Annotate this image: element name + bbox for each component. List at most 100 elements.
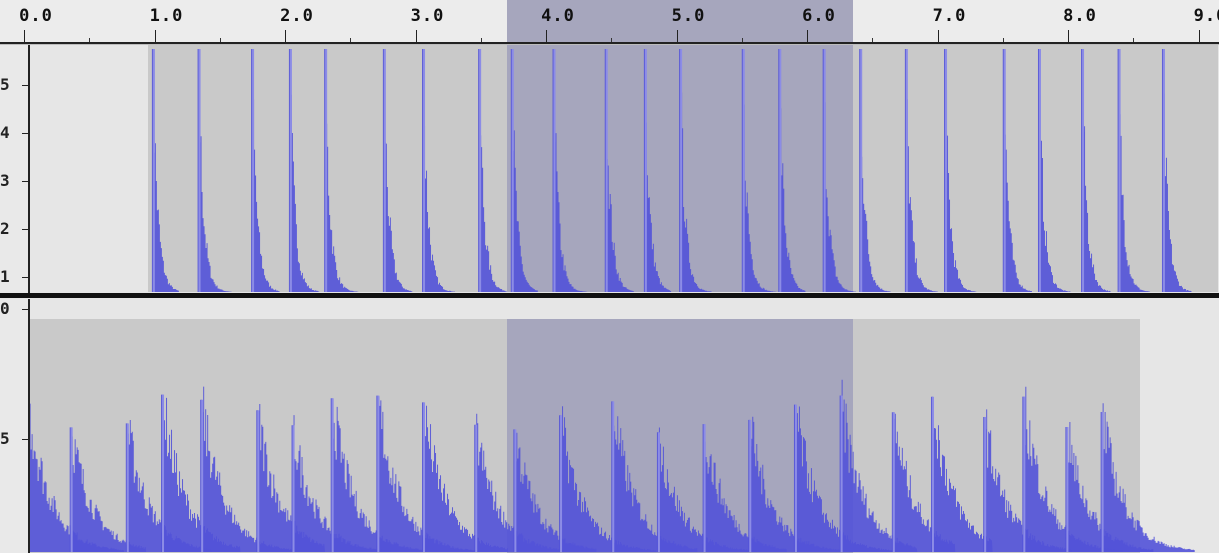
waveform-attack [1082, 49, 1085, 292]
waveform-attack [892, 412, 895, 552]
waveform-attack [605, 49, 608, 292]
waveform-transient [422, 402, 509, 552]
waveform-attack [860, 49, 863, 292]
waveform-transient [151, 49, 179, 292]
waveform-transient [778, 49, 806, 292]
waveform-transient [604, 49, 635, 292]
waveform-attack [257, 410, 260, 552]
waveform-transient [200, 386, 301, 552]
waveform-transient [656, 427, 757, 552]
ruler-minor-tick [611, 38, 613, 42]
waveform-attack [945, 49, 948, 292]
waveform-attack [162, 394, 165, 552]
waveform-transient [474, 413, 564, 552]
vertical-scale-label: 3 [0, 171, 10, 190]
ruler-minor-tick [741, 38, 743, 42]
waveform-transient [422, 49, 456, 292]
waveform-transient [288, 49, 320, 292]
waveform-lane-upper[interactable] [0, 45, 1219, 293]
waveform-attack [331, 398, 334, 552]
waveform-attack [423, 402, 426, 552]
waveform-attack [292, 425, 295, 552]
waveform-attack [749, 419, 752, 552]
audio-track-upper[interactable]: 5 4 3 2 1 [0, 45, 1219, 293]
waveform-transient [382, 49, 413, 292]
waveform-transient [1065, 422, 1154, 552]
waveform-transient [559, 406, 657, 552]
ruler-major-tick [676, 30, 678, 42]
vertical-scale-label: 2 [0, 219, 10, 238]
vertical-scale-label: 1 [0, 267, 10, 286]
ruler-minor-tick [480, 38, 482, 42]
ruler-label: 5.0 [671, 6, 706, 26]
waveform-transient [741, 49, 777, 292]
waveform-lane-lower[interactable] [0, 299, 1219, 553]
waveform-attack [511, 49, 514, 292]
vertical-scale-tick [22, 439, 28, 440]
waveform-attack [560, 415, 563, 552]
waveform-attack [423, 49, 426, 292]
waveform-attack [325, 49, 328, 292]
waveform-attack [779, 49, 782, 292]
vertical-scale-label: 4 [0, 123, 10, 142]
waveform-transient [26, 397, 125, 552]
ruler-major-tick [1198, 30, 1200, 42]
waveform-attack [1038, 49, 1041, 292]
vertical-scale-label: 5 [0, 429, 10, 448]
vertical-scale-label: 5 [0, 75, 10, 94]
waveform-transient [125, 420, 212, 552]
waveform-transient [822, 49, 857, 292]
waveform-transient [324, 49, 359, 292]
waveform-transient [944, 49, 977, 292]
waveform-transient [793, 404, 893, 552]
waveform-transient [161, 394, 241, 552]
waveform-transient [748, 416, 842, 552]
waveform-attack [479, 49, 482, 292]
waveform-attack [377, 395, 380, 552]
ruler-label: 2.0 [280, 6, 314, 26]
waveform-attack [514, 429, 517, 552]
vertical-scale-tick [22, 133, 28, 134]
ruler-major-tick [154, 30, 156, 42]
waveform-transient [859, 49, 891, 292]
waveform-attack [1003, 49, 1006, 292]
waveform [26, 379, 1195, 552]
ruler-minor-tick [1002, 38, 1004, 42]
waveform-transient [376, 395, 476, 552]
ruler-minor-tick [89, 38, 91, 42]
ruler-label: 7.0 [932, 6, 967, 26]
ruler-selection-region[interactable] [506, 0, 853, 44]
ruler-major-tick [415, 30, 417, 42]
waveform-attack [612, 401, 615, 552]
waveform-attack [289, 49, 292, 292]
vertical-scale-tick [22, 181, 28, 182]
waveform-attack [70, 427, 73, 552]
waveform-transient [930, 396, 993, 552]
waveform-transient [1100, 403, 1195, 552]
vertical-scale-tick [22, 309, 28, 310]
vertical-scale-tick [22, 277, 28, 278]
waveform-transient [1022, 386, 1123, 552]
waveform-attack [475, 424, 478, 552]
waveform-attack [1118, 49, 1121, 292]
waveform-transient [1081, 49, 1111, 292]
track-divider[interactable] [0, 293, 1219, 298]
waveform-attack [1162, 49, 1165, 292]
timeline-ruler[interactable]: 0.0 1.0 2.0 3.0 4.0 5.0 6.0 7.0 8.0 9.0 [0, 0, 1219, 45]
ruler-major-tick [807, 30, 808, 42]
waveform-transient [552, 49, 588, 292]
waveform-attack [840, 395, 843, 552]
waveform-transient [330, 398, 428, 552]
waveform-transient [69, 427, 147, 552]
waveform-attack [742, 49, 745, 292]
waveform-transient [510, 49, 538, 292]
waveform-transient [251, 49, 280, 292]
waveform-attack [198, 49, 201, 292]
waveform-transient [679, 49, 712, 292]
ruler-major-tick [937, 30, 939, 42]
ruler-label: 8.0 [1063, 6, 1097, 26]
waveform-attack [823, 49, 826, 292]
waveform-attack [984, 416, 987, 552]
waveform-attack [794, 404, 797, 552]
